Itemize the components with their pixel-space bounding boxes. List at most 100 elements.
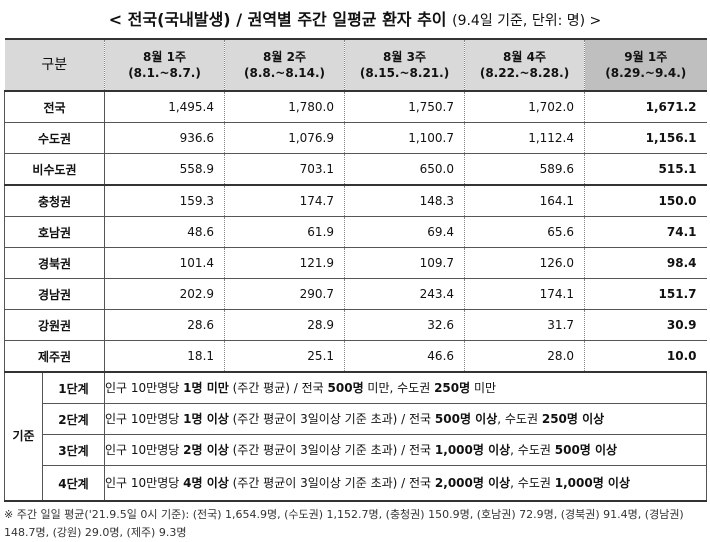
header-week-1: 8월 1주 (8.1.~8.7.)	[104, 38, 225, 92]
criteria-text: 500명 이상	[434, 412, 498, 426]
value-cell: 174.1	[464, 278, 585, 310]
value-cell: 1,780.0	[224, 91, 345, 123]
value-cell: 101.4	[104, 247, 225, 279]
criteria-text: , 수도권	[510, 443, 555, 457]
table-row: 비수도권 558.9 703.1 650.0 589.6 515.1	[3, 153, 707, 186]
header-corner: 구분	[4, 38, 105, 92]
criteria-description: 인구 10만명당 1명 미만 (주간 평균) / 전국 500명 미만, 수도권…	[104, 371, 708, 404]
value-cell: 28.6	[104, 309, 225, 341]
criteria-level: 2단계	[41, 403, 106, 435]
title-main: < 전국(국내발생) / 권역별 주간 일평균 환자 추이	[108, 10, 447, 29]
criteria-text: 2,000명 이상	[434, 476, 511, 490]
criteria-text: 미만, 수도권	[363, 381, 435, 395]
table-row: 수도권 936.6 1,076.9 1,100.7 1,112.4 1,156.1	[3, 122, 707, 154]
criteria-level: 3단계	[41, 434, 106, 466]
value-cell: 28.0	[464, 340, 585, 373]
table-row: 전국 1,495.4 1,780.0 1,750.7 1,702.0 1,671.2	[3, 91, 707, 123]
region-label: 수도권	[3, 122, 106, 154]
value-cell: 61.9	[224, 216, 345, 248]
region-label: 호남권	[3, 216, 106, 248]
criteria-text: 인구 10만명당	[105, 381, 184, 395]
header-week-3: 8월 3주 (8.15.~8.21.)	[344, 38, 465, 92]
header-week-label: 8월 2주	[263, 50, 306, 64]
header-week-label: 8월 3주	[383, 50, 426, 64]
region-label: 경북권	[3, 247, 106, 279]
criteria-text: 1,000명 이상	[434, 443, 511, 457]
value-cell: 121.9	[224, 247, 345, 279]
header-week-2: 8월 2주 (8.8.~8.14.)	[224, 38, 345, 92]
criteria-description: 인구 10만명당 2명 이상 (주간 평균이 3일이상 기준 초과) / 전국 …	[104, 434, 708, 466]
table-row: 제주권 18.1 25.1 46.6 28.0 10.0	[3, 340, 707, 373]
criteria-row: 3단계 인구 10만명당 2명 이상 (주간 평균이 3일이상 기준 초과) / …	[5, 434, 708, 466]
criteria-row: 4단계 인구 10만명당 4명 이상 (주간 평균이 3일이상 기준 초과) / …	[5, 465, 708, 502]
criteria-text: 인구 10만명당	[105, 476, 184, 490]
header-date-range: (8.22.~8.28.)	[479, 66, 570, 80]
region-label: 비수도권	[3, 153, 106, 186]
value-cell: 151.7	[584, 278, 707, 310]
criteria-text: (주간 평균) / 전국	[228, 381, 328, 395]
value-cell: 1,495.4	[104, 91, 225, 123]
criteria-text: 1,000명 이상	[554, 476, 631, 490]
criteria-row: 기준 1단계 인구 10만명당 1명 미만 (주간 평균) / 전국 500명 미만…	[4, 371, 708, 502]
criteria-text: (주간 평균이 3일이상 기준 초과) / 전국	[228, 476, 435, 490]
value-cell: 1,112.4	[464, 122, 585, 154]
value-cell: 650.0	[344, 153, 465, 186]
header-week-4: 8월 4주 (8.22.~8.28.)	[464, 38, 585, 92]
value-cell: 98.4	[584, 247, 707, 279]
criteria-text: 500명 이상	[554, 443, 618, 457]
value-cell: 150.0	[584, 185, 707, 217]
criteria-side-label: 기준	[4, 372, 43, 502]
criteria-text: 250명	[434, 381, 471, 395]
value-cell: 1,750.7	[344, 91, 465, 123]
value-cell: 159.3	[104, 185, 225, 217]
value-cell: 1,100.7	[344, 122, 465, 154]
value-cell: 74.1	[584, 216, 707, 248]
table-row: 경남권 202.9 290.7 243.4 174.1 151.7	[3, 278, 707, 310]
value-cell: 25.1	[224, 340, 345, 373]
value-cell: 126.0	[464, 247, 585, 279]
value-cell: 1,076.9	[224, 122, 345, 154]
value-cell: 1,702.0	[464, 91, 585, 123]
value-cell: 48.6	[104, 216, 225, 248]
region-label: 경남권	[3, 278, 106, 310]
value-cell: 558.9	[104, 153, 225, 186]
value-cell: 703.1	[224, 153, 345, 186]
page-title: < 전국(국내발생) / 권역별 주간 일평균 환자 추이 (9.4일 기준, …	[0, 6, 710, 30]
criteria-text: (주간 평균이 3일이상 기준 초과) / 전국	[228, 443, 435, 457]
region-label: 제주권	[3, 340, 106, 373]
criteria-text: 500명	[327, 381, 364, 395]
value-cell: 69.4	[344, 216, 465, 248]
criteria-row: 2단계 인구 10만명당 1명 이상 (주간 평균이 3일이상 기준 초과) / …	[5, 403, 708, 435]
table-row: 호남권 48.6 61.9 69.4 65.6 74.1	[3, 216, 707, 248]
value-cell: 589.6	[464, 153, 585, 186]
criteria-text: 2명 이상	[183, 443, 229, 457]
value-cell: 18.1	[104, 340, 225, 373]
header-date-range: (8.1.~8.7.)	[128, 66, 201, 80]
criteria-text: (주간 평균이 3일이상 기준 초과) / 전국	[228, 412, 435, 426]
table-row: 충청권 159.3 174.7 148.3 164.1 150.0	[3, 185, 707, 217]
value-cell: 1,671.2	[584, 91, 707, 123]
value-cell: 28.9	[224, 309, 345, 341]
header-week-label: 8월 4주	[503, 50, 546, 64]
region-label: 전국	[3, 91, 106, 123]
value-cell: 936.6	[104, 122, 225, 154]
criteria-description: 인구 10만명당 1명 이상 (주간 평균이 3일이상 기준 초과) / 전국 …	[104, 403, 708, 435]
value-cell: 164.1	[464, 185, 585, 217]
criteria-text: , 수도권	[497, 412, 542, 426]
criteria-text: 미만	[470, 381, 497, 395]
header-week-label: 8월 1주	[143, 50, 186, 64]
value-cell: 32.6	[344, 309, 465, 341]
header-week-label: 9월 1주	[624, 50, 668, 64]
criteria-text: 1명 이상	[183, 412, 229, 426]
value-cell: 243.4	[344, 278, 465, 310]
criteria-text: 4명 이상	[183, 476, 229, 490]
header-date-range: (8.8.~8.14.)	[244, 66, 326, 80]
criteria-level: 4단계	[41, 465, 106, 502]
header-week-5: 9월 1주 (8.29.~9.4.)	[584, 38, 707, 92]
value-cell: 46.6	[344, 340, 465, 373]
footnote: ※ 주간 일일 평균('21.9.5일 0시 기준): (전국) 1,654.9…	[4, 508, 684, 539]
criteria-description: 인구 10만명당 4명 이상 (주간 평균이 3일이상 기준 초과) / 전국 …	[104, 465, 708, 502]
criteria-text: 인구 10만명당	[105, 412, 184, 426]
value-cell: 30.9	[584, 309, 707, 341]
title-subtitle: (9.4일 기준, 단위: 명) >	[452, 13, 602, 29]
